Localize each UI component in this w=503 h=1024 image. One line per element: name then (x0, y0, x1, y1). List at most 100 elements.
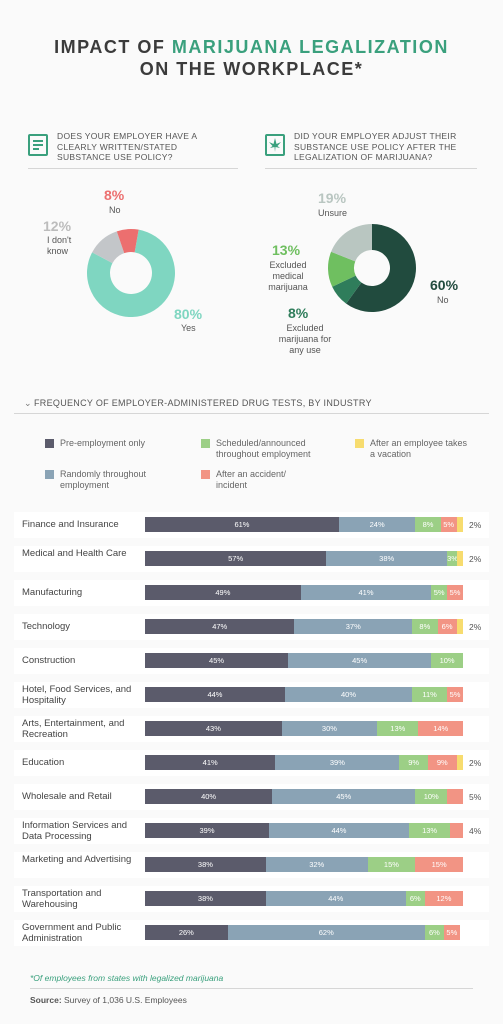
bar-segment (399, 755, 428, 770)
bar-segment (456, 755, 463, 770)
row-label: Government and Public Administration (22, 922, 122, 944)
q2-slice-2 (328, 251, 356, 287)
row-label: Transportation and Warehousing (22, 888, 102, 910)
q1-divider (28, 168, 238, 169)
bar-segment-label: 44% (207, 690, 223, 699)
legend-swatch-pre (45, 439, 54, 448)
bar-segment-label: 44% (328, 894, 344, 903)
q2-medical-pct: 13% (272, 242, 301, 258)
bar-segment-label: 41% (202, 758, 218, 767)
q1-slice-2 (116, 229, 139, 254)
bar-segment (145, 687, 285, 702)
bar-segment-label: 6% (409, 894, 421, 903)
bar-segment (265, 857, 368, 872)
bar-segment (424, 925, 444, 940)
bar-segment (288, 653, 432, 668)
row-label: Manufacturing (22, 587, 83, 598)
bar-segment-label: 30% (321, 724, 337, 733)
bar-segment-label: 43% (205, 724, 221, 733)
bar-outside-label: 2% (469, 554, 482, 564)
q2-slice-0 (346, 224, 416, 312)
q2-donut-chart (328, 224, 416, 312)
bar-segment (415, 857, 463, 872)
bar-segment (456, 619, 463, 634)
legend-label-pre: Pre-employment only (60, 438, 146, 448)
bar-segment-label: 38% (379, 554, 395, 563)
bar-segment-label: 38% (197, 860, 213, 869)
bar-segment (424, 891, 463, 906)
source-line: Source: Survey of 1,036 U.S. Employees (30, 995, 187, 1005)
q1-slice-0 (87, 229, 175, 317)
row-label: Education (22, 757, 65, 768)
stacked-bar: 39% 44% 13% (145, 823, 463, 838)
bar-segment-label: 10% (439, 656, 455, 665)
footnote: *Of employees from states with legalized… (30, 973, 224, 983)
q2-unsure-pct: 19% (318, 190, 347, 206)
bar-segment-label: 37% (345, 622, 361, 631)
bar-segment (281, 721, 378, 736)
bar-segment (294, 619, 413, 634)
bar-segment-label: 8% (422, 520, 434, 529)
stacked-bar: 43% 30% 13% 14% (145, 721, 463, 736)
bar-segment (447, 687, 463, 702)
bar-segment-label: 11% (422, 690, 437, 699)
bar-segment-label: 24% (369, 520, 385, 529)
bar-segment-label: 61% (234, 520, 250, 529)
legend-label-vacation: After an employee takes a vacation (370, 438, 468, 459)
q2-slice-3 (331, 224, 372, 262)
q1-question: Does your employer have a clearly writte… (57, 131, 197, 162)
bar-segment (227, 925, 425, 940)
bar-segment (145, 551, 327, 566)
q2-unsure-label: Unsure (318, 208, 348, 218)
bar-segment-label: 44% (331, 826, 347, 835)
cannabis-leaf-icon (265, 134, 285, 156)
bar-segment (145, 721, 282, 736)
bar-segment (440, 517, 457, 532)
bar-segment (412, 687, 448, 702)
bar-segment-label: 26% (178, 928, 194, 937)
bar-segment (145, 823, 270, 838)
bar-segment-label: 5% (443, 520, 455, 529)
stacked-bar: 57% 38% 3% (145, 551, 463, 566)
bar-segment-label: 3% (447, 554, 458, 563)
bar-segment (269, 823, 409, 838)
bar-segment-label: 6% (428, 928, 440, 937)
bar-segment-label: 5% (449, 690, 461, 699)
legend-label-scheduled: Scheduled/announced throughout employmen… (216, 438, 311, 459)
row-label: Arts, Entertainment, and Recreation (22, 718, 125, 740)
bar-segment (405, 891, 425, 906)
bar-segment (338, 517, 416, 532)
legend-label-accident: After an accident/ incident (216, 469, 287, 490)
stacked-bar: 49% 41% 5% 5% (145, 585, 463, 600)
q2-excluded-pct: 8% (288, 305, 309, 321)
bar-segment-label: 15% (431, 860, 447, 869)
bar-segment (428, 755, 457, 770)
bar-segment (450, 823, 463, 838)
bar-segment-label: 40% (201, 792, 217, 801)
bar-segment (431, 653, 463, 668)
policy-document-icon (28, 134, 48, 156)
q2-no-pct: 60% (430, 277, 459, 293)
bar-segment (145, 755, 276, 770)
stacked-bar: 47% 37% 8% 6% (145, 619, 463, 634)
bar-segment (456, 551, 463, 566)
legend-swatch-accident (201, 470, 210, 479)
q1-yes-pct: 80% (174, 306, 203, 322)
bar-segment (272, 789, 416, 804)
q2-slice-1 (332, 275, 362, 304)
bar-segment (145, 789, 273, 804)
bar-segment-label: 32% (309, 860, 325, 869)
bar-segment-label: 41% (358, 588, 374, 597)
q1-yes-label: Yes (181, 323, 196, 333)
q2-no-label: No (437, 295, 449, 305)
legend-label-random: Randomly throughout employment (60, 469, 147, 490)
bar-segment-label: 15% (383, 860, 399, 869)
row-label: Wholesale and Retail (22, 791, 112, 802)
q2-divider (265, 168, 477, 169)
bar-segment (408, 823, 451, 838)
q2-question: Did your employer adjust their substance… (294, 131, 457, 162)
bar-segment-label: 5% (449, 588, 461, 597)
bar-segment-label: 6% (441, 622, 453, 631)
q1-no-label: No (109, 205, 121, 215)
